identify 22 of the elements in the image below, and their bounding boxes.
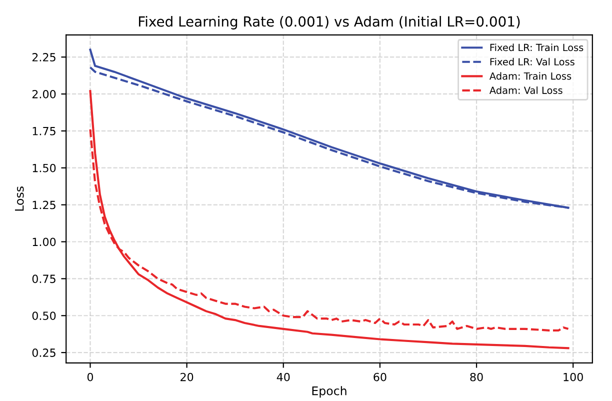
y-tick-label: 0.75	[32, 274, 56, 284]
x-tick-label: 80	[470, 372, 483, 382]
y-tick-label: 2.00	[32, 90, 56, 98]
y-tick-label: 0.25	[32, 348, 56, 357]
y-axis-title: Loss	[15, 186, 24, 211]
y-tick-label: 0.50	[32, 312, 56, 320]
legend-label: Fixed LR: Val Loss	[490, 58, 574, 66]
x-tick-label: 40	[276, 372, 290, 382]
legend-label: Adam: Train Loss	[489, 72, 572, 80]
y-tick-label: 1.75	[32, 127, 56, 136]
x-tick-label: 100	[564, 372, 583, 382]
legend-label: Adam: Val Loss	[489, 86, 562, 94]
y-tick-label: 1.50	[32, 164, 56, 172]
x-tick-label: 20	[180, 372, 194, 382]
y-tick-label: 2.25	[32, 53, 56, 62]
legend-label: Fixed LR: Train Loss	[490, 44, 584, 52]
x-tick-label: 60	[374, 372, 386, 382]
x-axis-title: Epoch	[312, 386, 346, 398]
x-tick-label: 0	[87, 372, 94, 382]
y-tick-label: 1.25	[32, 200, 56, 210]
y-tick-label: 1.00	[32, 238, 56, 246]
chart-title: Fixed Learning Rate (0.001) vs Adam (Initial LR=0.001)	[138, 16, 520, 30]
